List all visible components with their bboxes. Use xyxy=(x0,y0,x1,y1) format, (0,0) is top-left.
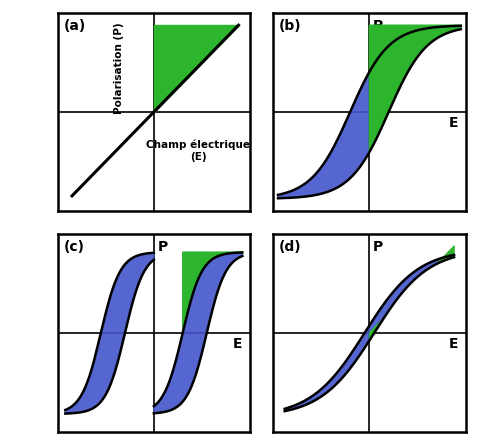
Text: P: P xyxy=(157,240,168,254)
Text: E: E xyxy=(448,116,458,130)
Polygon shape xyxy=(278,26,461,198)
Polygon shape xyxy=(154,252,242,413)
Polygon shape xyxy=(285,255,454,411)
Text: (c): (c) xyxy=(63,240,84,254)
Text: P: P xyxy=(373,19,384,33)
Text: E: E xyxy=(233,337,242,351)
Polygon shape xyxy=(370,25,461,152)
Text: E: E xyxy=(448,337,458,351)
Text: P: P xyxy=(373,240,384,254)
Text: Polarisation (P): Polarisation (P) xyxy=(114,23,124,114)
Text: Champ électrique
(E): Champ électrique (E) xyxy=(146,140,250,162)
Text: (a): (a) xyxy=(63,19,85,33)
Polygon shape xyxy=(154,25,239,112)
Polygon shape xyxy=(183,252,242,333)
Polygon shape xyxy=(65,253,154,413)
Text: (b): (b) xyxy=(279,19,301,33)
Text: (d): (d) xyxy=(279,240,301,254)
